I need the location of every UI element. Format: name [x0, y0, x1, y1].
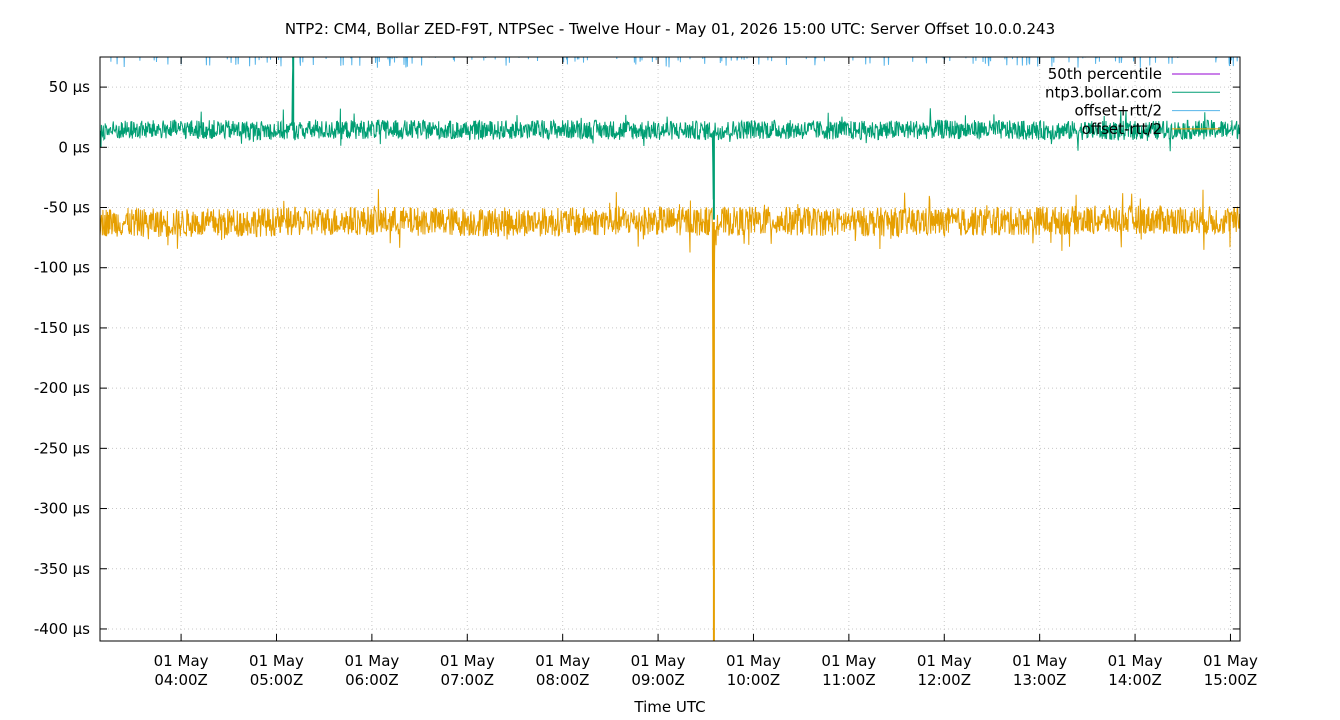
- x-tick-label-date: 01 May: [1012, 652, 1067, 670]
- x-tick-label-date: 01 May: [1108, 652, 1163, 670]
- y-tick-label: -200 µs: [34, 379, 90, 397]
- y-tick-label: -300 µs: [34, 500, 90, 518]
- x-axis-label: Time UTC: [633, 698, 705, 716]
- x-tick-label-time: 13:00Z: [1013, 671, 1067, 689]
- y-tick-label: -250 µs: [34, 439, 90, 457]
- y-tick-label: 0 µs: [58, 138, 90, 156]
- x-tick-label-date: 01 May: [726, 652, 781, 670]
- grid-lines: [100, 57, 1240, 641]
- legend: 50th percentilentp3.bollar.comoffset+rtt…: [1045, 65, 1220, 138]
- x-tick-label-time: 12:00Z: [918, 671, 972, 689]
- x-tick-label-date: 01 May: [631, 652, 686, 670]
- plot-frame: [99, 56, 1241, 642]
- x-tick-label-time: 14:00Z: [1108, 671, 1162, 689]
- series-line-3: [100, 189, 1240, 641]
- plot-area: [100, 57, 1240, 641]
- chart-title: NTP2: CM4, Bollar ZED-F9T, NTPSec - Twel…: [285, 20, 1055, 38]
- x-tick-label-date: 01 May: [344, 652, 399, 670]
- x-tick-label-time: 09:00Z: [631, 671, 685, 689]
- x-tick-label-time: 05:00Z: [250, 671, 304, 689]
- y-axis: 50 µs 0 µs -50 µs -100 µs -150 µs -200 µs -250…: [34, 78, 1240, 638]
- y-tick-label: -400 µs: [34, 620, 90, 638]
- legend-label: ntp3.bollar.com: [1045, 83, 1162, 101]
- x-tick-label-date: 01 May: [249, 652, 304, 670]
- x-tick-label-date: 01 May: [821, 652, 876, 670]
- legend-label: offset+rtt/2: [1074, 102, 1162, 120]
- x-tick-label-time: 15:00Z: [1204, 671, 1258, 689]
- x-tick-label-date: 01 May: [535, 652, 590, 670]
- x-tick-label-date: 01 May: [154, 652, 209, 670]
- series-line-1: [100, 57, 1240, 220]
- legend-label: offset-rtt/2: [1082, 120, 1162, 138]
- x-tick-label-date: 01 May: [917, 652, 972, 670]
- x-tick-label-date: 01 May: [440, 652, 495, 670]
- y-tick-label: -50 µs: [43, 199, 90, 217]
- x-tick-label-time: 07:00Z: [441, 671, 495, 689]
- x-tick-label-time: 06:00Z: [345, 671, 399, 689]
- series-line-2: [110, 57, 1238, 68]
- x-tick-label-time: 04:00Z: [154, 671, 208, 689]
- y-tick-label: -150 µs: [34, 319, 90, 337]
- y-tick-label: -100 µs: [34, 259, 90, 277]
- legend-label: 50th percentile: [1048, 65, 1162, 83]
- y-tick-label: 50 µs: [49, 78, 90, 96]
- x-tick-label-time: 10:00Z: [727, 671, 781, 689]
- x-tick-label-time: 11:00Z: [822, 671, 876, 689]
- x-tick-label-date: 01 May: [1203, 652, 1258, 670]
- x-tick-label-time: 08:00Z: [536, 671, 590, 689]
- y-tick-label: -350 µs: [34, 560, 90, 578]
